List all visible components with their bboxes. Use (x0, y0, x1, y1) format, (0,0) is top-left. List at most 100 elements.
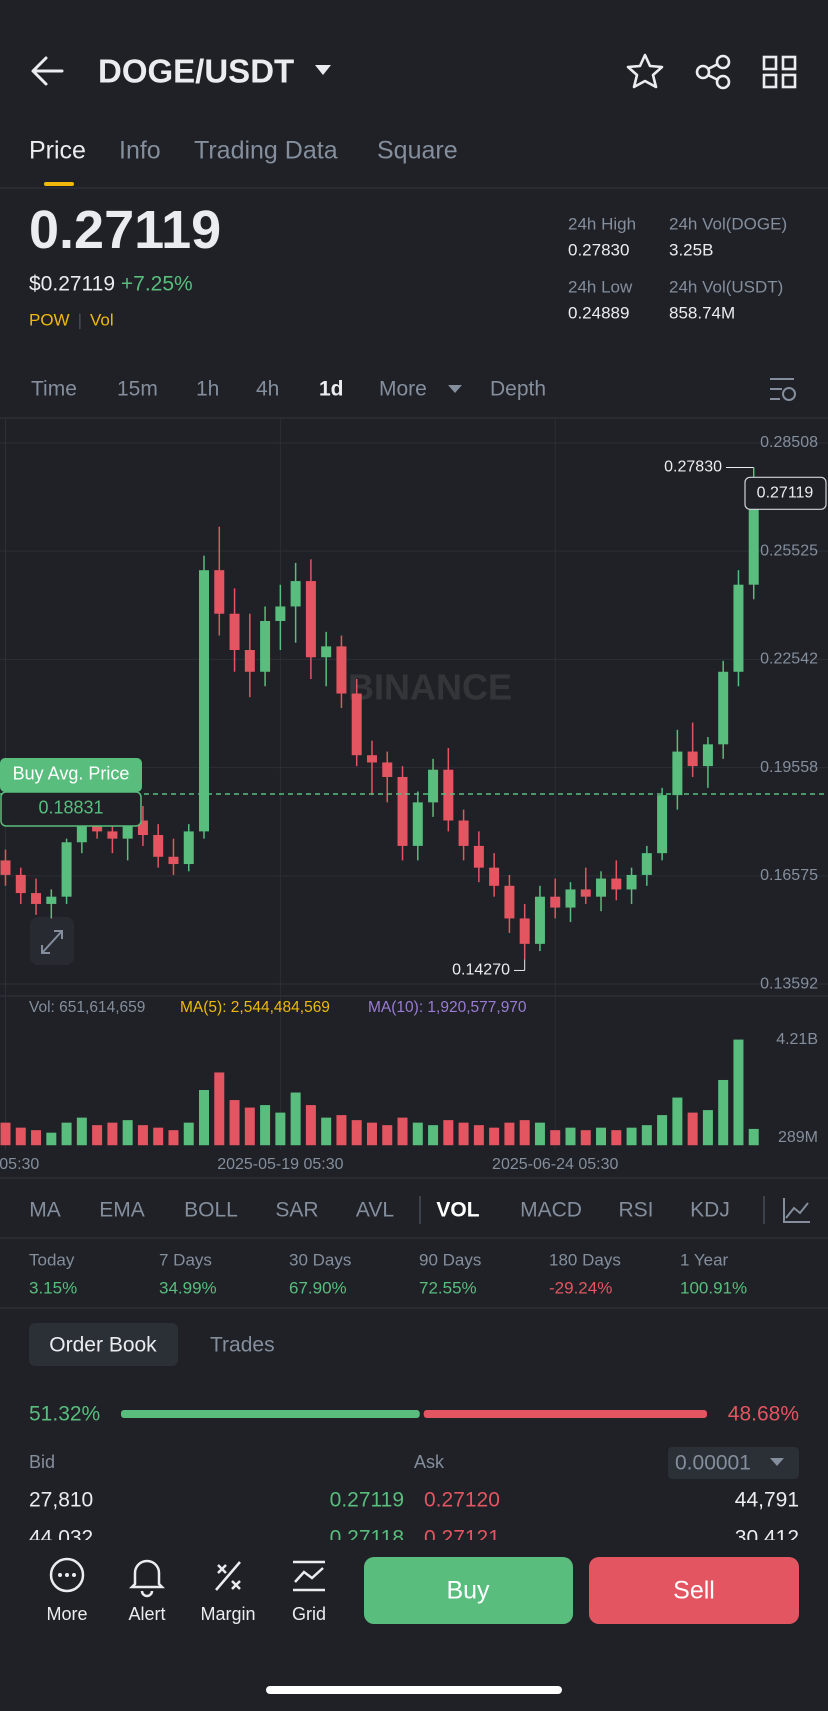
volume-bar (168, 1130, 179, 1146)
bid-header: Bid (29, 1452, 56, 1472)
indicator-tab[interactable]: AVL (355, 1198, 395, 1222)
indicator-tab[interactable]: RSI (618, 1198, 654, 1222)
action-label[interactable]: More (46, 1604, 88, 1624)
volume-bar (657, 1115, 668, 1146)
candle-body (596, 878, 607, 897)
volume-bar (397, 1117, 408, 1146)
home-indicator (266, 1686, 562, 1694)
candle-body (214, 570, 225, 614)
margin-icon[interactable] (215, 1561, 241, 1591)
tab[interactable]: Info (119, 136, 161, 165)
action-label[interactable]: Alert (128, 1604, 166, 1624)
alert-icon[interactable] (128, 1559, 166, 1598)
volume-bar (718, 1079, 729, 1146)
period-change: 100.91% (680, 1278, 748, 1298)
precision[interactable]: 0.00001 (675, 1451, 751, 1475)
interval[interactable]: Depth (490, 377, 547, 401)
tab[interactable]: Price (29, 136, 86, 165)
candle-body (534, 896, 545, 944)
period-label: 7 Days (159, 1250, 212, 1270)
action-label[interactable]: Margin (200, 1604, 256, 1624)
candle-body (107, 831, 118, 839)
favorite-icon[interactable] (626, 53, 664, 89)
candle-body (641, 853, 652, 875)
volume-bar (519, 1120, 530, 1146)
action-label[interactable]: Grid (291, 1604, 327, 1624)
volume-bar (76, 1117, 87, 1146)
tab[interactable]: Square (377, 136, 458, 165)
indicator-tab[interactable]: SAR (275, 1198, 319, 1222)
indicator-tab[interactable]: MACD (520, 1198, 582, 1222)
tab-indicator (44, 182, 74, 186)
more-icon[interactable] (49, 1557, 85, 1593)
buy-avg-tag (0, 757, 142, 792)
high-label: 0.27830 (664, 459, 722, 476)
chart-settings-icon[interactable] (770, 378, 796, 401)
interval[interactable]: 1d (319, 377, 344, 401)
share-icon[interactable] (695, 54, 731, 90)
more-caret[interactable] (448, 385, 462, 393)
candle-body (15, 874, 26, 894)
volume-bar (428, 1125, 439, 1146)
interval[interactable]: 15m (117, 377, 158, 401)
book-tab[interactable]: Order Book (49, 1333, 157, 1357)
buy-label[interactable]: Buy (446, 1576, 490, 1605)
candle-body (504, 885, 515, 919)
ask-header: Ask (414, 1452, 445, 1472)
book-tab[interactable]: Trades (210, 1333, 275, 1357)
buy-avg-value: 0.18831 (38, 798, 103, 818)
bid-qty: 27,810 (29, 1488, 94, 1512)
pair-title[interactable]: DOGE/USDT (98, 52, 295, 90)
indicator-tab[interactable]: VOL (436, 1198, 480, 1222)
expand-icon[interactable] (30, 917, 74, 965)
indicator-tab[interactable]: BOLL (184, 1198, 238, 1222)
sell-button[interactable] (589, 1557, 799, 1624)
volume-legend: MA(10): 1,920,577,970 (368, 999, 527, 1016)
volume-bar (290, 1092, 301, 1146)
volume-bar (351, 1120, 362, 1146)
candle-body (321, 646, 332, 658)
candle-body (137, 820, 148, 836)
candle-body (397, 776, 408, 846)
volume-bar (0, 1122, 11, 1146)
ask-ratio-bar (423, 1410, 707, 1418)
interval[interactable]: More (379, 377, 427, 401)
interval[interactable]: 1h (196, 377, 220, 401)
pair-caret[interactable] (315, 65, 331, 75)
candle-body (336, 646, 347, 694)
ask-qty: 44,791 (734, 1488, 799, 1512)
interval[interactable]: 4h (256, 377, 280, 401)
tab[interactable]: Trading Data (194, 136, 338, 165)
back-icon[interactable] (31, 56, 64, 86)
volume-bar (214, 1072, 225, 1146)
buy-button[interactable] (364, 1557, 573, 1624)
volume-tick-label: 289M (778, 1129, 818, 1146)
volume-bar (153, 1127, 164, 1146)
candle-body (31, 893, 42, 904)
indicator-tab[interactable]: EMA (99, 1198, 145, 1222)
volume-bar (550, 1130, 561, 1146)
candle-body (366, 755, 377, 763)
volume-bar (748, 1128, 759, 1146)
period-label: 180 Days (549, 1250, 621, 1270)
candle-body (244, 650, 255, 672)
volume-bar (366, 1122, 377, 1146)
stat-value: 3.25B (669, 240, 714, 260)
indicator-tab[interactable]: KDJ (690, 1198, 730, 1222)
bottom-bar: Buy Sell More Alert Margin Grid (0, 1540, 828, 1711)
candle-body (412, 802, 423, 846)
sell-label[interactable]: Sell (673, 1576, 715, 1605)
candle-body (229, 613, 240, 650)
indicator-tab[interactable]: MA (29, 1198, 61, 1222)
last-price: 0.27119 (29, 200, 222, 260)
interval[interactable]: Time (31, 377, 77, 401)
grid-icon[interactable] (293, 1560, 325, 1592)
volume-bar (275, 1112, 286, 1146)
y-tick-label: 0.25525 (760, 542, 818, 559)
indicator-settings-icon[interactable] (783, 1198, 810, 1223)
order-book-tab-bg[interactable] (29, 1323, 178, 1366)
candle-body (168, 856, 179, 865)
volume-bar (412, 1122, 423, 1146)
menu-grid-icon[interactable] (762, 55, 797, 89)
candle-body (519, 918, 530, 944)
